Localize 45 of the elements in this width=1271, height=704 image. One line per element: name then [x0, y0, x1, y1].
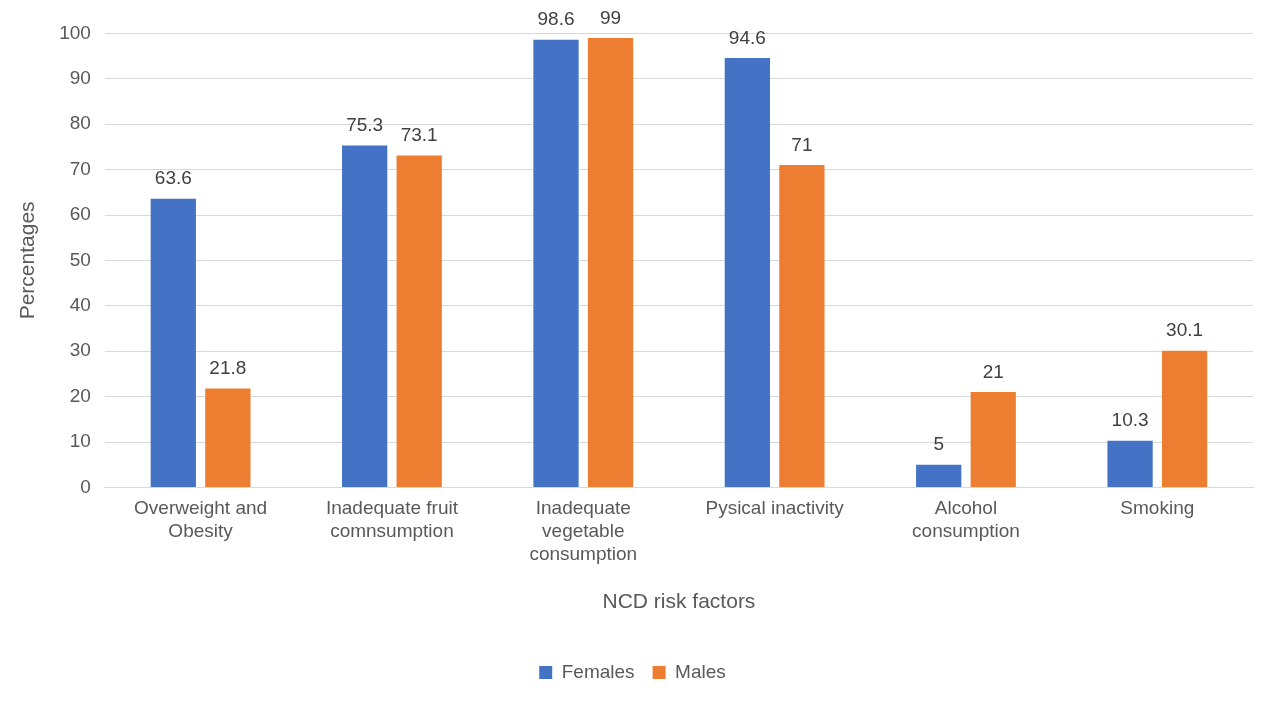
- data-label: 94.6: [728, 26, 766, 48]
- legend-label: Males: [675, 660, 726, 682]
- data-label: 10.3: [1111, 409, 1149, 431]
- x-tick-label: Inadequate fruit comnsumption: [325, 497, 459, 541]
- bar: [396, 155, 442, 487]
- bar: [970, 392, 1016, 487]
- y-tick-label: 40: [69, 294, 91, 316]
- bar: [724, 57, 770, 487]
- y-tick-label: 90: [69, 67, 91, 89]
- legend-label: Females: [561, 660, 635, 682]
- x-axis-title: NCD risk factors: [602, 589, 756, 613]
- y-tick-label: 30: [69, 339, 91, 361]
- bar: [1107, 440, 1153, 487]
- bar: [1161, 350, 1208, 487]
- y-axis-title: Percentages: [15, 201, 39, 320]
- data-label: 73.1: [400, 124, 438, 146]
- x-tick-label: Alcohol consumption: [912, 497, 1020, 541]
- data-label: 30.1: [1166, 319, 1204, 341]
- data-label: 98.6: [537, 8, 575, 30]
- data-label: 21: [982, 360, 1004, 382]
- y-tick-label: 80: [69, 112, 91, 134]
- y-tick-label: 70: [69, 157, 91, 179]
- bar: [205, 388, 251, 487]
- y-tick-label: 20: [69, 384, 91, 406]
- data-label: 75.3: [346, 114, 384, 136]
- x-tick-label: Smoking: [1120, 497, 1195, 519]
- data-label: 71: [791, 133, 813, 155]
- y-tick-label: 0: [80, 475, 91, 497]
- bar: [916, 464, 962, 487]
- y-tick-label: 100: [59, 21, 91, 43]
- x-tick-label: Inadequate vegetable consumption: [529, 497, 638, 564]
- bar: [587, 37, 634, 487]
- bar: [342, 145, 388, 487]
- data-label: 63.6: [154, 167, 192, 189]
- y-tick-label: 10: [69, 430, 91, 452]
- data-label: 21.8: [209, 357, 247, 379]
- bar: [779, 165, 825, 487]
- y-tick-label: 50: [69, 248, 91, 270]
- x-tick-label: Pysical inactivity: [705, 497, 845, 519]
- data-label: 99: [599, 6, 622, 28]
- x-tick-label: Overweight and Obesity: [134, 497, 268, 541]
- data-label: 5: [933, 433, 944, 455]
- y-tick-label: 60: [69, 203, 91, 225]
- bar: [150, 198, 196, 487]
- bar: [533, 39, 579, 487]
